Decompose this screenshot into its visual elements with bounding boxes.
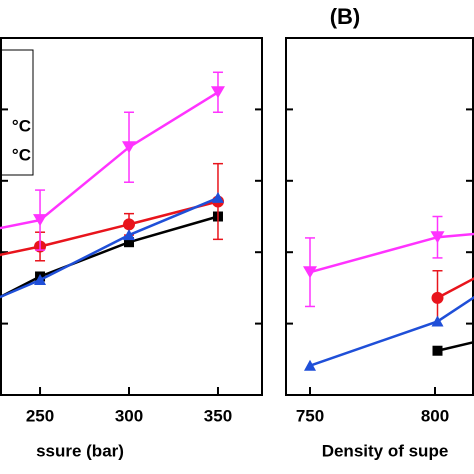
marker — [124, 237, 135, 248]
marker — [430, 231, 445, 244]
legend-box — [0, 49, 34, 176]
marker — [303, 266, 317, 279]
marker — [431, 315, 444, 327]
marker — [123, 218, 136, 231]
series-line — [436, 277, 474, 299]
marker — [304, 359, 316, 371]
series-line — [309, 232, 474, 274]
marker — [33, 214, 48, 227]
marker — [123, 229, 136, 241]
x-tick-label: 750 — [296, 406, 324, 425]
legend-label: °C — [12, 145, 31, 164]
x-axis-label: ssure (bar) — [36, 441, 124, 460]
marker — [210, 86, 225, 99]
series-line — [0, 215, 219, 299]
x-tick-label: 800 — [421, 406, 449, 425]
marker — [122, 141, 137, 154]
marker — [432, 345, 443, 356]
marker — [34, 274, 47, 286]
x-tick-label: 300 — [115, 406, 143, 425]
x-tick-label: 250 — [26, 406, 54, 425]
plot-frame — [285, 37, 474, 396]
legend-label: °C — [12, 116, 31, 135]
series-line — [309, 295, 474, 367]
series-line — [0, 200, 219, 257]
x-axis-label: Density of supe — [322, 441, 449, 460]
marker — [211, 191, 224, 203]
plot-area — [303, 215, 474, 371]
plot-area — [0, 71, 225, 299]
series-line — [437, 340, 474, 352]
x-tick-label: 350 — [204, 406, 232, 425]
plot-frame — [0, 37, 263, 396]
series-line — [0, 196, 219, 299]
series-line — [0, 91, 219, 230]
marker — [431, 291, 444, 304]
panel-title: (B) — [330, 4, 361, 29]
